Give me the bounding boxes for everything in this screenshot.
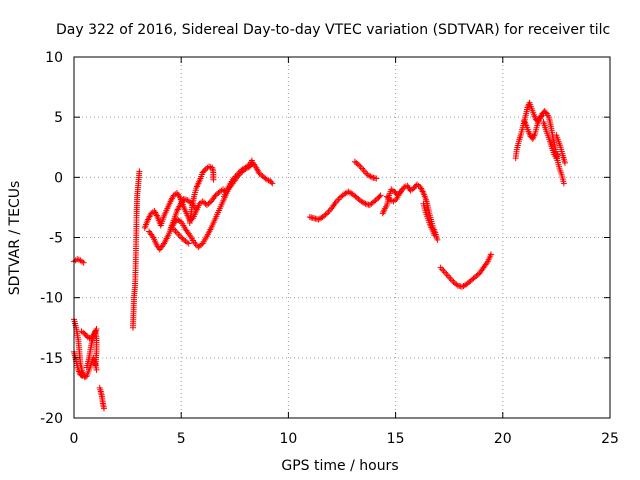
y-tick-label: -5 — [49, 231, 63, 247]
x-tick-label: 10 — [279, 431, 297, 447]
data-points — [71, 99, 568, 412]
data-point — [136, 168, 143, 175]
data-point — [488, 251, 495, 258]
data-point — [434, 236, 441, 243]
y-tick-label: -20 — [40, 411, 63, 427]
data-point — [396, 188, 403, 195]
y-tick-label: -15 — [40, 351, 63, 367]
data-point — [561, 159, 568, 166]
data-point — [210, 176, 217, 183]
x-tick-label: 20 — [494, 431, 512, 447]
data-point — [361, 200, 368, 207]
data-point — [268, 179, 275, 186]
data-point — [377, 192, 384, 199]
y-tick-label: 0 — [54, 170, 63, 186]
y-tick-label: 10 — [45, 50, 63, 66]
data-point — [560, 180, 567, 187]
data-point — [269, 180, 276, 187]
x-axis-label: GPS time / hours — [281, 458, 398, 474]
grid-lines — [74, 57, 610, 418]
data-point — [215, 189, 222, 196]
x-tick-label: 15 — [387, 431, 405, 447]
data-point — [80, 259, 87, 266]
data-point — [376, 193, 383, 200]
data-point — [93, 366, 100, 373]
data-point — [176, 218, 183, 225]
x-axis-ticks: 0 5 10 15 20 25 — [70, 57, 619, 447]
data-point — [554, 151, 561, 158]
y-axis-label: SDTVAR / TECUs — [7, 181, 23, 296]
data-point — [431, 232, 438, 239]
data-point — [193, 205, 200, 212]
data-point — [354, 161, 361, 168]
x-tick-label: 25 — [601, 431, 619, 447]
data-point — [181, 236, 188, 243]
data-point — [367, 173, 374, 180]
y-tick-label: -10 — [40, 291, 63, 307]
y-axis-ticks: -20 -15 -10 -5 0 5 10 — [40, 50, 610, 427]
y-tick-label: 5 — [54, 110, 63, 126]
data-point — [538, 112, 545, 119]
x-tick-label: 5 — [177, 431, 186, 447]
chart-title: Day 322 of 2016, Sidereal Day-to-day VTE… — [56, 22, 610, 38]
data-point — [262, 175, 269, 182]
data-point — [542, 109, 549, 116]
data-point — [474, 271, 481, 278]
data-point — [101, 405, 108, 412]
data-point — [248, 157, 255, 164]
data-point — [245, 162, 252, 169]
data-point — [92, 362, 99, 369]
data-point — [373, 175, 380, 182]
data-point — [185, 240, 192, 247]
data-point — [78, 372, 85, 379]
data-point — [79, 372, 86, 379]
data-point — [322, 211, 329, 218]
x-tick-label: 0 — [70, 431, 79, 447]
data-point — [198, 241, 205, 248]
data-point — [206, 199, 213, 206]
data-point — [537, 114, 544, 121]
